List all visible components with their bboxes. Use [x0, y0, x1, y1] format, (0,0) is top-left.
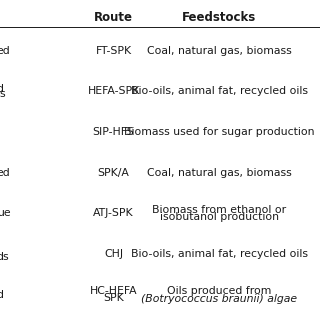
Text: ue: ue [0, 209, 11, 219]
Text: ed: ed [0, 168, 11, 178]
Text: SIP-HFS: SIP-HFS [93, 127, 134, 137]
Text: SPK/A: SPK/A [98, 168, 130, 178]
Text: Bio-oils, animal fat, recycled oils: Bio-oils, animal fat, recycled oils [131, 249, 308, 259]
Text: HEFA-SPK: HEFA-SPK [87, 86, 140, 96]
Text: Feedstocks: Feedstocks [182, 11, 256, 24]
Text: (Botryococcus braunii) algae: (Botryococcus braunii) algae [141, 294, 297, 304]
Text: Biomass used for sugar production: Biomass used for sugar production [124, 127, 315, 137]
Text: Coal, natural gas, biomass: Coal, natural gas, biomass [147, 168, 292, 178]
Text: Route: Route [94, 11, 133, 24]
Text: Biomass from ethanol or: Biomass from ethanol or [152, 205, 286, 215]
Text: FT-SPK: FT-SPK [96, 46, 132, 56]
Text: d: d [0, 84, 4, 93]
Text: HC-HEFA: HC-HEFA [90, 286, 137, 296]
Text: Coal, natural gas, biomass: Coal, natural gas, biomass [147, 46, 292, 56]
Text: Bio-oils, animal fat, recycled oils: Bio-oils, animal fat, recycled oils [131, 86, 308, 96]
Text: ds: ds [0, 252, 9, 262]
Text: Oils produced from: Oils produced from [167, 286, 271, 296]
Text: ed: ed [0, 46, 11, 56]
Text: isobutanol production: isobutanol production [160, 212, 279, 222]
Text: ls: ls [0, 89, 5, 99]
Text: CHJ: CHJ [104, 249, 123, 259]
Text: d: d [0, 290, 4, 300]
Text: ATJ-SPK: ATJ-SPK [93, 209, 134, 219]
Text: SPK: SPK [103, 293, 124, 303]
